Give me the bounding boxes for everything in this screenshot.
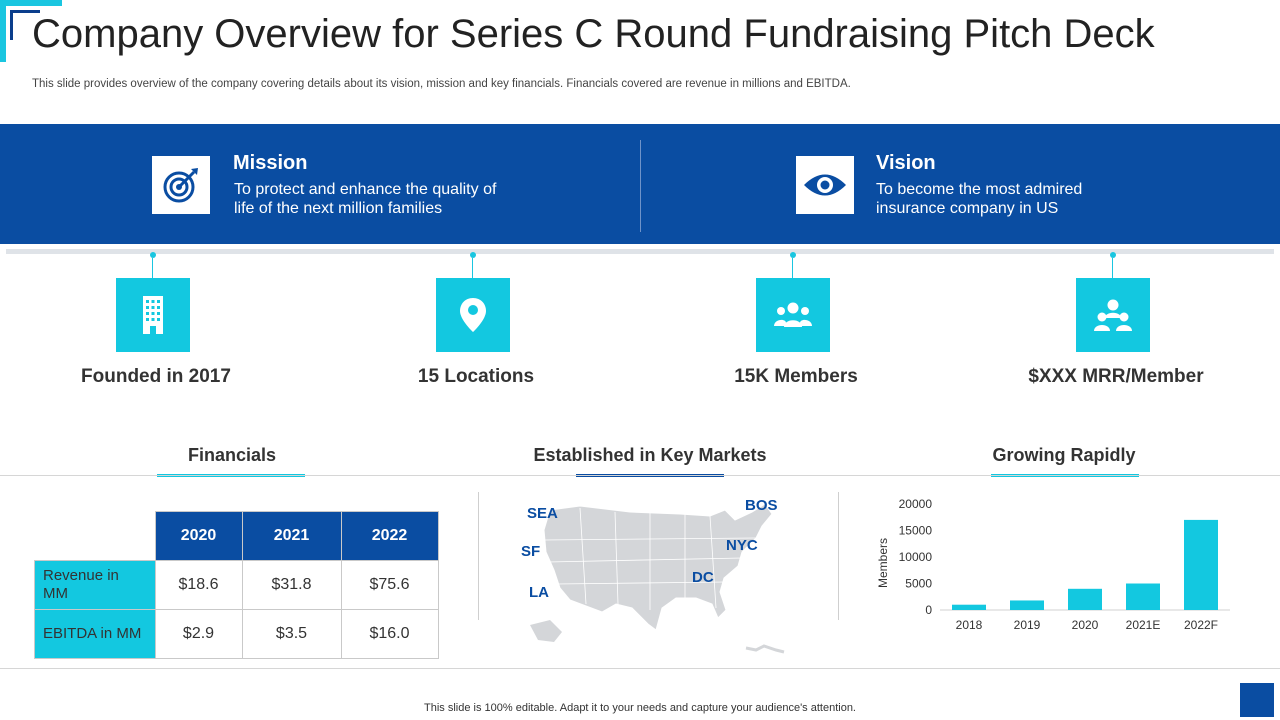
- section-title-financials: Financials: [187, 445, 277, 465]
- stat-label: 15 Locations: [417, 366, 535, 387]
- timeline-stem: [792, 258, 793, 278]
- table-row: EBITDA in MM $2.9 $3.5 $16.0: [34, 609, 439, 659]
- vision-title: Vision: [876, 152, 936, 174]
- city-label: NYC: [726, 537, 758, 554]
- table-row: Revenue in MM $18.6 $31.8 $75.6: [34, 560, 439, 610]
- y-tick-label: 15000: [899, 524, 933, 538]
- timeline-stem: [152, 258, 153, 278]
- bar: [1010, 600, 1044, 610]
- table-cell: $2.9: [154, 609, 243, 659]
- table-cell: $3.5: [241, 609, 342, 659]
- bar: [1068, 588, 1102, 610]
- location-pin-icon: [436, 278, 510, 352]
- page-subtitle: This slide provides overview of the comp…: [32, 78, 851, 90]
- table-header: 2020: [154, 511, 243, 561]
- team-icon: [1076, 278, 1150, 352]
- y-tick-label: 5000: [905, 577, 932, 591]
- stat-label: $XXX MRR/Member: [1028, 366, 1204, 387]
- group-icon: [756, 278, 830, 352]
- table-corner: [35, 512, 156, 561]
- x-tick-label: 2021E: [1126, 618, 1161, 632]
- building-icon: [116, 278, 190, 352]
- table-cell: $75.6: [340, 560, 439, 610]
- corner-accent: [10, 10, 40, 13]
- x-tick-label: 2019: [1014, 618, 1041, 632]
- city-label: BOS: [745, 497, 778, 514]
- timeline-dot: [790, 252, 796, 258]
- city-label: SEA: [527, 505, 558, 522]
- table-cell: $18.6: [154, 560, 243, 610]
- city-label: LA: [529, 584, 549, 601]
- growth-bar-chart: Members 0 5000 10000 15000 20000 2018 2019 2020…: [876, 497, 1230, 632]
- corner-accent: [0, 0, 62, 6]
- city-label: SF: [521, 543, 541, 560]
- timeline-stem: [1112, 258, 1113, 278]
- corner-accent: [0, 0, 6, 62]
- row-label: EBITDA in MM: [34, 609, 156, 659]
- stat-label: Founded in 2017: [81, 366, 231, 387]
- section-title-growth: Growing Rapidly: [992, 445, 1136, 465]
- divider: [640, 140, 641, 232]
- bar: [952, 604, 986, 610]
- x-tick-label: 2018: [956, 618, 983, 632]
- column-separator: [478, 492, 479, 620]
- mission-text: To protect and enhance the quality of li…: [234, 181, 497, 217]
- y-axis-label: Members: [876, 538, 890, 588]
- corner-accent: [1240, 683, 1274, 717]
- footer-text: This slide is 100% editable. Adapt it to…: [424, 702, 856, 714]
- page-title: Company Overview for Series C Round Fund…: [32, 12, 1155, 56]
- timeline-dot: [150, 252, 156, 258]
- column-separator: [838, 492, 839, 620]
- y-tick-label: 0: [925, 603, 932, 617]
- mission-title: Mission: [233, 152, 308, 174]
- mission-vision-band: Mission To protect and enhance the quali…: [0, 124, 1280, 244]
- target-icon: [152, 156, 210, 214]
- bar: [1184, 519, 1218, 610]
- row-label: Revenue in MM: [34, 560, 156, 610]
- x-tick-label: 2020: [1072, 618, 1099, 632]
- us-map-icon: [530, 503, 785, 654]
- vision-text: To become the most admired insurance com…: [876, 181, 1083, 217]
- table-header: 2022: [340, 511, 439, 561]
- timeline-dot: [470, 252, 476, 258]
- timeline-dot: [1110, 252, 1116, 258]
- table-header: 2021: [241, 511, 342, 561]
- footer-divider: [0, 668, 1280, 669]
- corner-accent: [10, 10, 13, 40]
- bar: [1126, 583, 1160, 610]
- stat-label: 15K Members: [734, 366, 858, 387]
- timeline-stem: [472, 258, 473, 278]
- table-cell: $31.8: [241, 560, 342, 610]
- x-tick-label: 2022F: [1184, 618, 1218, 632]
- section-title-markets: Established in Key Markets: [533, 445, 767, 465]
- timeline-bar: [6, 249, 1274, 254]
- y-tick-label: 20000: [899, 497, 933, 511]
- section-divider-line: [0, 475, 1280, 476]
- city-label: DC: [692, 569, 714, 586]
- financials-table: 2020 2021 2022 Revenue in MM $18.6 $31.8…: [34, 511, 439, 659]
- eye-icon: [796, 156, 854, 214]
- table-cell: $16.0: [340, 609, 439, 659]
- y-tick-label: 10000: [899, 550, 933, 564]
